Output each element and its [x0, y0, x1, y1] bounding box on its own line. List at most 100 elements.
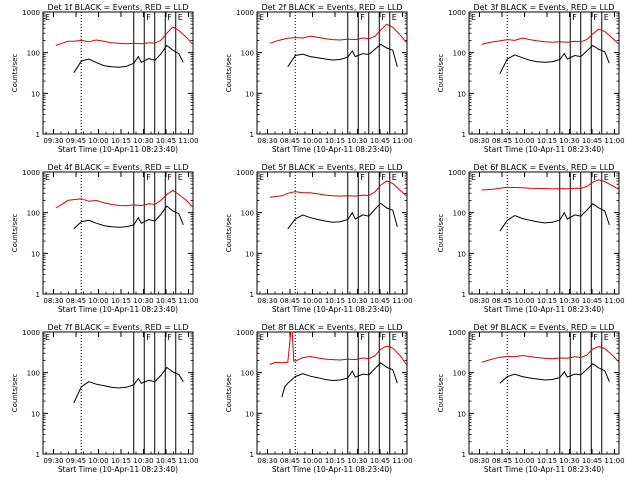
panel-title: Det 3f BLACK = Events, RED = LLD [473, 3, 614, 12]
y-tick-label: 10 [457, 410, 466, 418]
x-tick-label: 10:30 [133, 137, 153, 145]
interval-marker-label: E [604, 13, 609, 22]
interval-marker-label: F [381, 13, 386, 22]
plot-frame [256, 171, 408, 295]
panel-title: Det 4f BLACK = Events, RED = LLD [47, 163, 188, 172]
x-axis-label: Start Time (10-Apr-11 08:23:40) [484, 465, 604, 474]
interval-marker-label: F [593, 173, 598, 182]
x-tick-label: 10:15 [325, 137, 345, 145]
x-tick-label: 10:30 [347, 297, 367, 305]
y-tick-label: 1000 [22, 169, 40, 177]
x-tick-label: 08:45 [492, 297, 512, 305]
y-axis-label: Counts/sec [437, 54, 445, 93]
x-tick-label: 10:45 [156, 297, 176, 305]
left-marker-label: E [45, 13, 50, 22]
x-tick-label: 08:30 [469, 137, 489, 145]
left-marker-label: E [45, 333, 50, 342]
x-tick-label: 10:45 [370, 457, 390, 465]
series-line-lld [269, 331, 407, 365]
x-tick-label: 11:00 [392, 297, 412, 305]
x-axis-label: Start Time (10-Apr-11 08:23:40) [484, 145, 604, 154]
series-line-lld [269, 23, 407, 44]
series-line-events [499, 44, 610, 75]
x-tick-label: 10:45 [582, 137, 602, 145]
plot-frame [468, 11, 620, 135]
x-tick-label: 10:00 [302, 297, 322, 305]
y-tick-label: 10 [31, 410, 40, 418]
y-tick-label: 1 [36, 291, 40, 299]
interval-marker-label: E [604, 333, 609, 342]
panel-det-1: Det 1f BLACK = Events, RED = LLD 1 10 100 10… [11, 3, 199, 154]
interval-marker-label: E [604, 173, 609, 182]
x-tick-label: 10:30 [133, 297, 153, 305]
y-tick-label: 1 [250, 291, 254, 299]
x-tick-label: 08:30 [469, 297, 489, 305]
series-line-events [499, 363, 610, 384]
series-line-lld [481, 179, 619, 191]
y-tick-label: 10 [245, 250, 254, 258]
y-tick-label: 1 [36, 131, 40, 139]
y-axis-label: Counts/sec [225, 214, 233, 253]
plot-frame [42, 11, 194, 135]
x-tick-label: 10:15 [537, 137, 557, 145]
series-line-lld [55, 189, 193, 209]
x-axis-label: Start Time (10-Apr-11 08:23:40) [272, 465, 392, 474]
x-tick-label: 10:15 [537, 457, 557, 465]
interval-marker-label: F [360, 13, 365, 22]
x-tick-label: 10:30 [347, 457, 367, 465]
interval-marker-label: F [593, 333, 598, 342]
interval-marker-label: E [392, 333, 397, 342]
left-marker-label: E [471, 13, 476, 22]
x-tick-label: 10:45 [156, 137, 176, 145]
x-tick-label: 10:00 [88, 457, 108, 465]
left-marker-label: E [259, 13, 264, 22]
y-tick-label: 10 [31, 250, 40, 258]
interval-marker-label: E [178, 13, 183, 22]
series-line-events [287, 43, 398, 68]
x-tick-label: 10:00 [88, 137, 108, 145]
interval-marker-label: E [392, 13, 397, 22]
x-tick-label: 09:30 [43, 457, 63, 465]
x-tick-label: 10:30 [133, 457, 153, 465]
y-tick-label: 1000 [22, 9, 40, 17]
x-tick-label: 09:45 [66, 137, 86, 145]
x-axis-label: Start Time (10-Apr-11 08:23:40) [272, 305, 392, 314]
panel-title: Det 5f BLACK = Events, RED = LLD [261, 163, 402, 172]
plot-frame [468, 171, 620, 295]
interval-marker-label: F [167, 13, 172, 22]
panel-title: Det 7f BLACK = Events, RED = LLD [47, 323, 188, 332]
y-tick-label: 10 [457, 250, 466, 258]
interval-marker-label: E [178, 333, 183, 342]
y-tick-label: 1 [36, 451, 40, 459]
left-marker-label: E [45, 173, 50, 182]
x-tick-label: 10:45 [370, 137, 390, 145]
x-tick-label: 10:00 [88, 297, 108, 305]
y-tick-label: 10 [245, 90, 254, 98]
plot-frame [42, 331, 194, 455]
interval-marker-label: F [381, 333, 386, 342]
interval-marker-label: E [178, 173, 183, 182]
x-tick-label: 08:30 [257, 297, 277, 305]
y-tick-label: 1000 [236, 329, 254, 337]
panel-det-7: Det 7f BLACK = Events, RED = LLD 1 10 100 10… [11, 323, 199, 474]
panel-det-2: Det 2f BLACK = Events, RED = LLD 1 10 100 10… [225, 3, 413, 154]
interval-marker-label: F [381, 173, 386, 182]
interval-marker-label: F [146, 333, 151, 342]
interval-marker-label: F [146, 13, 151, 22]
plot-frame [42, 171, 194, 295]
x-tick-label: 10:15 [111, 137, 131, 145]
x-tick-label: 11:00 [604, 297, 624, 305]
series-line-events [73, 366, 184, 404]
y-tick-label: 100 [241, 370, 254, 378]
plot-frame [256, 331, 408, 455]
x-tick-label: 10:30 [347, 137, 367, 145]
series-line-lld [481, 28, 619, 45]
x-tick-label: 11:00 [392, 457, 412, 465]
series-line-lld [55, 26, 193, 46]
x-axis-label: Start Time (10-Apr-11 08:23:40) [272, 145, 392, 154]
x-tick-label: 10:00 [514, 297, 534, 305]
series-line-events [73, 205, 184, 230]
x-tick-label: 11:00 [178, 137, 198, 145]
x-tick-label: 10:00 [514, 137, 534, 145]
